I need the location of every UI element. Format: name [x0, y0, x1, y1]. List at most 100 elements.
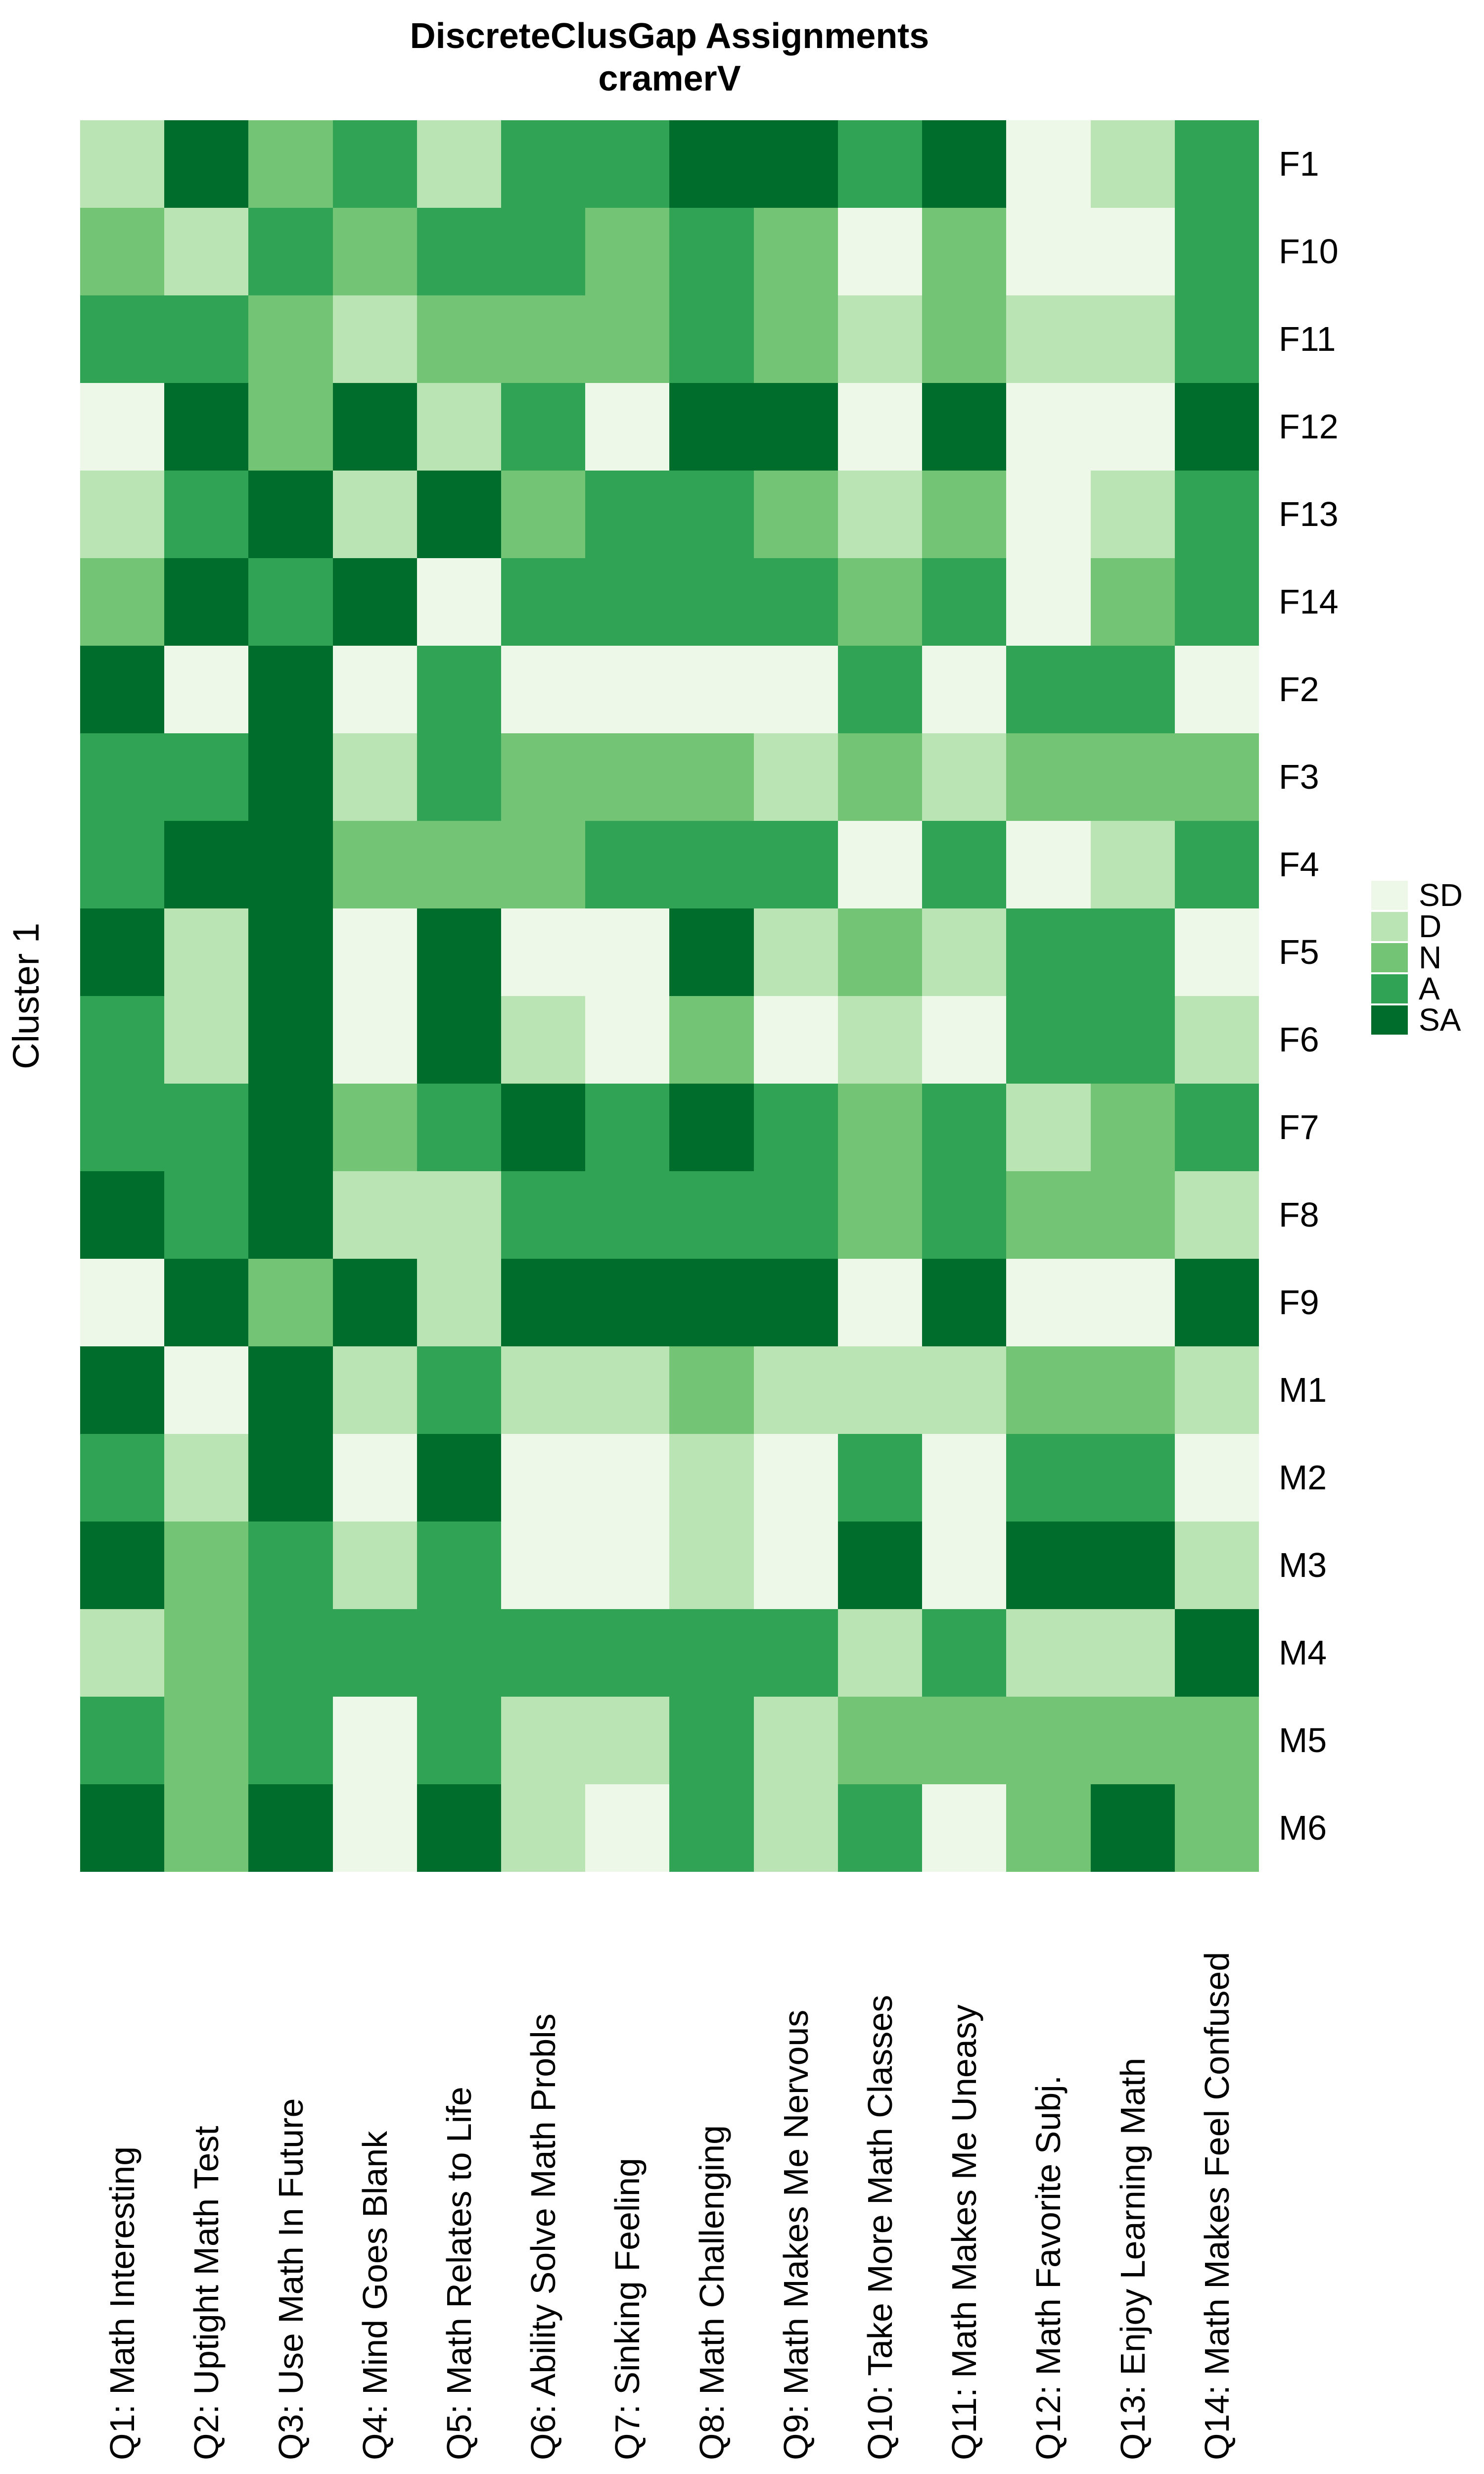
- heatmap-cell: [753, 1259, 838, 1346]
- heatmap-cell: [164, 295, 249, 383]
- heatmap-cell: [248, 1784, 333, 1872]
- heatmap-cell: [1090, 1522, 1175, 1609]
- heatmap-cell: [248, 733, 333, 821]
- heatmap-cell: [248, 208, 333, 295]
- heatmap-cell: [332, 733, 417, 821]
- row-label: M4: [1279, 1633, 1327, 1672]
- heatmap-cell: [837, 646, 923, 733]
- row-label: F4: [1279, 845, 1319, 884]
- heatmap-cell: [837, 1346, 923, 1434]
- heatmap-cell: [1090, 208, 1175, 295]
- column-label: Q14: Math Makes Feel Confused: [1197, 1951, 1236, 2460]
- row-label: F7: [1279, 1108, 1319, 1146]
- heatmap-cell: [332, 1171, 417, 1259]
- heatmap-cell: [753, 1346, 838, 1434]
- heatmap-cell: [669, 1434, 754, 1522]
- legend-swatch: [1371, 1005, 1408, 1035]
- chart-title-line2: cramerV: [598, 59, 741, 98]
- heatmap-cell: [585, 471, 670, 558]
- chart-title-line1: DiscreteClusGap Assignments: [410, 16, 929, 56]
- heatmap-cell: [1090, 1259, 1175, 1346]
- heatmap-cell: [837, 1259, 923, 1346]
- heatmap-cell: [1174, 1609, 1259, 1697]
- heatmap-cell: [1090, 471, 1175, 558]
- heatmap-cell: [164, 1259, 249, 1346]
- heatmap-cell: [753, 1609, 838, 1697]
- heatmap-cell: [332, 383, 417, 471]
- heatmap-cell: [417, 471, 502, 558]
- heatmap-cell: [501, 1171, 586, 1259]
- row-label: F6: [1279, 1020, 1319, 1059]
- column-label: Q4: Mind Goes Blank: [355, 2131, 394, 2460]
- heatmap-cell: [501, 471, 586, 558]
- row-label: F8: [1279, 1195, 1319, 1234]
- heatmap-cell: [922, 208, 1007, 295]
- heatmap-cell: [753, 1522, 838, 1609]
- heatmap-cell: [585, 120, 670, 208]
- heatmap-cell: [164, 1784, 249, 1872]
- heatmap-cell: [669, 295, 754, 383]
- heatmap-cell: [80, 120, 165, 208]
- heatmap-cell: [1174, 558, 1259, 646]
- row-label: M3: [1279, 1546, 1327, 1584]
- heatmap-cell: [248, 1259, 333, 1346]
- heatmap-cell: [501, 1084, 586, 1171]
- heatmap-cell: [837, 733, 923, 821]
- heatmap-grid: [80, 120, 1259, 1872]
- row-label: F3: [1279, 758, 1319, 796]
- heatmap-cell: [332, 1784, 417, 1872]
- heatmap-cell: [753, 996, 838, 1084]
- heatmap-cell: [248, 120, 333, 208]
- heatmap-cell: [80, 1171, 165, 1259]
- row-label: F2: [1279, 670, 1319, 709]
- heatmap-cell: [80, 1522, 165, 1609]
- heatmap-cell: [922, 1697, 1007, 1784]
- heatmap-cell: [1006, 1784, 1091, 1872]
- heatmap-cell: [585, 733, 670, 821]
- heatmap-cell: [248, 1346, 333, 1434]
- heatmap-cell: [501, 383, 586, 471]
- heatmap-cell: [1006, 1434, 1091, 1522]
- heatmap-cell: [1006, 1697, 1091, 1784]
- heatmap-cell: [753, 646, 838, 733]
- heatmap-cell: [1006, 558, 1091, 646]
- heatmap-cell: [332, 295, 417, 383]
- heatmap-cell: [1006, 471, 1091, 558]
- heatmap-cell: [922, 1609, 1007, 1697]
- heatmap-cell: [1006, 120, 1091, 208]
- heatmap-cell: [164, 996, 249, 1084]
- heatmap-cell: [1174, 733, 1259, 821]
- heatmap-cell: [417, 1784, 502, 1872]
- row-label: F9: [1279, 1283, 1319, 1322]
- heatmap-cell: [501, 1697, 586, 1784]
- heatmap-cell: [417, 1084, 502, 1171]
- heatmap-cell: [248, 295, 333, 383]
- heatmap-cell: [1090, 383, 1175, 471]
- heatmap-cell: [753, 1084, 838, 1171]
- heatmap-cell: [753, 908, 838, 996]
- heatmap-cell: [922, 1784, 1007, 1872]
- heatmap-cell: [1174, 1697, 1259, 1784]
- heatmap-cell: [501, 821, 586, 908]
- heatmap-cell: [164, 1434, 249, 1522]
- heatmap-cell: [1174, 295, 1259, 383]
- column-label: Q1: Math Interesting: [103, 2146, 142, 2460]
- row-label: F10: [1279, 232, 1339, 271]
- heatmap-cell: [585, 646, 670, 733]
- heatmap-cell: [922, 1171, 1007, 1259]
- heatmap-cell: [332, 120, 417, 208]
- heatmap-cell: [164, 733, 249, 821]
- heatmap-cell: [501, 295, 586, 383]
- heatmap-cell: [1090, 1171, 1175, 1259]
- heatmap-cell: [669, 1084, 754, 1171]
- heatmap-cell: [80, 733, 165, 821]
- heatmap-cell: [585, 1784, 670, 1872]
- column-label: Q9: Math Makes Me Nervous: [776, 2009, 815, 2460]
- heatmap-cell: [332, 1609, 417, 1697]
- heatmap-cell: [1174, 471, 1259, 558]
- heatmap-cell: [80, 295, 165, 383]
- heatmap-cell: [922, 558, 1007, 646]
- heatmap-cell: [669, 558, 754, 646]
- heatmap-cell: [80, 1346, 165, 1434]
- heatmap-cell: [80, 383, 165, 471]
